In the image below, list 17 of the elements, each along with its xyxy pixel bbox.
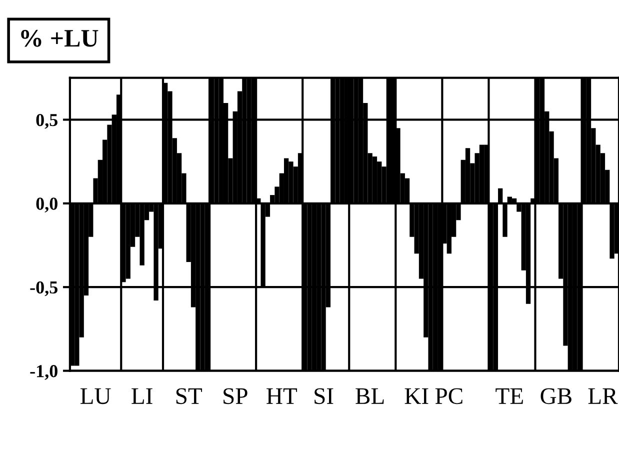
- chart-title: % +LU: [21, 30, 98, 47]
- x-tick-label: SP: [224, 388, 248, 404]
- x-tick-label: PC: [435, 388, 462, 404]
- x-tick-label: BL: [356, 388, 384, 404]
- x-tick-label: ST: [176, 388, 202, 404]
- x-tick-label: KI: [404, 388, 428, 404]
- x-tick-label: SI: [314, 388, 334, 404]
- x-tick-label: LR: [588, 388, 618, 404]
- x-tick-label: LU: [80, 388, 111, 404]
- y-tick-label: 0,5: [36, 114, 58, 129]
- y-tick-label: -1,0: [30, 365, 58, 380]
- x-tick-label: GB: [540, 388, 572, 404]
- x-tick-label: TE: [496, 388, 523, 404]
- x-tick-label: HT: [266, 388, 298, 404]
- y-tick-label: 0,0: [36, 198, 58, 212]
- x-tick-label: LI: [132, 388, 152, 404]
- y-tick-label: -0,5: [30, 281, 58, 296]
